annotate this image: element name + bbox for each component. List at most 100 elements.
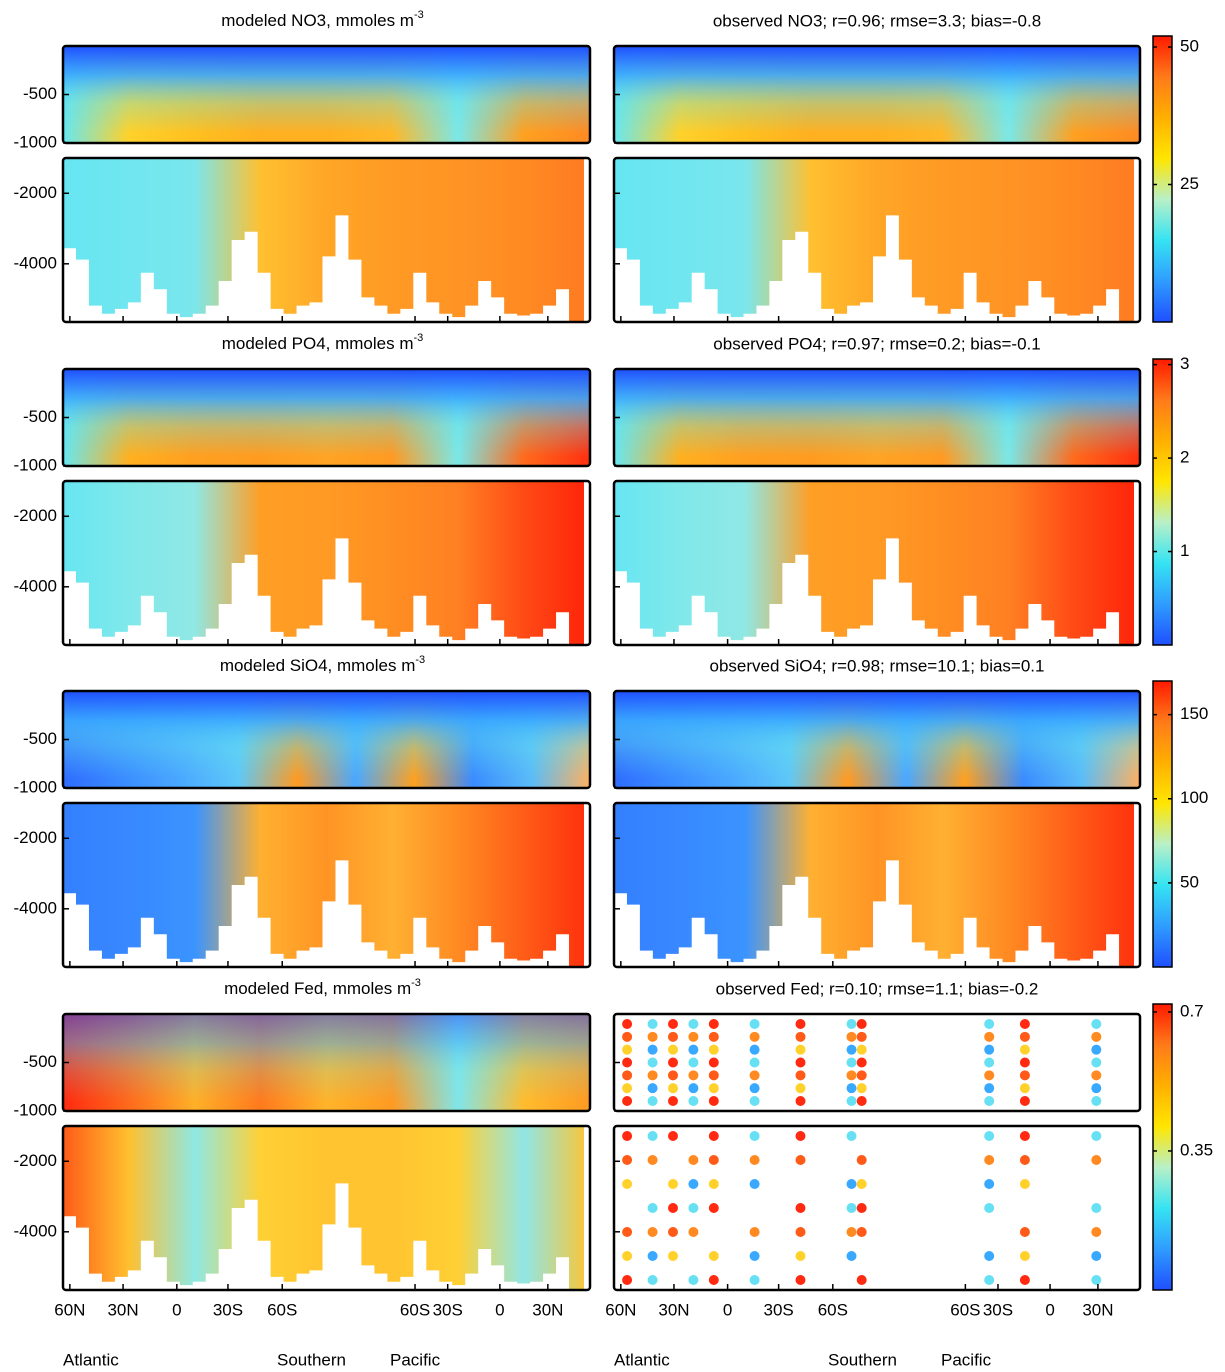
colorbar [1152, 35, 1173, 323]
observation-dot [688, 1019, 699, 1029]
observation-dot [668, 1179, 678, 1189]
observation-dot [688, 1203, 699, 1213]
observation-dot [1091, 1275, 1102, 1285]
seafloor [614, 860, 1140, 967]
observation-dot [856, 1155, 867, 1165]
basin-label: Southern [828, 1350, 897, 1369]
panel-title: modeled SiO4, mmoles m-3 [220, 654, 425, 676]
panel-frame [612, 479, 1142, 647]
observation-dot [1091, 1070, 1102, 1081]
observation-dot [1019, 1251, 1030, 1261]
observation-dot [984, 1083, 995, 1094]
seafloor [63, 215, 590, 322]
land [584, 1126, 590, 1290]
title-text: modeled Fed, mmoles m [224, 979, 411, 998]
observation-dot [622, 1057, 633, 1068]
y-tick-label: -2000 [14, 506, 57, 525]
observation-dot [668, 1131, 678, 1141]
observation-dot [795, 1070, 806, 1081]
basin-label: Atlantic [614, 1350, 670, 1369]
observation-dot [622, 1227, 633, 1237]
colorbar-label: 0.35 [1180, 1140, 1213, 1159]
observation-dot [622, 1251, 633, 1261]
observation-dot [856, 1057, 867, 1068]
observation-dot [856, 1083, 867, 1094]
observation-dot [795, 1227, 806, 1237]
observation-dot [622, 1155, 633, 1165]
observation-dot [668, 1227, 678, 1237]
observation-dot [622, 1179, 633, 1189]
observation-dot [795, 1031, 806, 1042]
observation-dot [749, 1227, 760, 1237]
observation-dot [749, 1251, 760, 1261]
surface-layer [63, 46, 590, 134]
panel-title: observed Fed; r=0.10; rmse=1.1; bias=-0.… [716, 979, 1039, 998]
colorbar-label: 2 [1180, 448, 1189, 467]
observation-dot [668, 1044, 678, 1055]
observation-dot [795, 1083, 806, 1094]
x-tick-label: 30N [532, 1300, 563, 1319]
x-tick-label: 30S [213, 1300, 243, 1319]
panel-frame [612, 1124, 1142, 1292]
observation-dot [795, 1275, 806, 1285]
observation-dot [846, 1131, 857, 1141]
observation-dot [1091, 1083, 1102, 1094]
x-tick-label: 30S [764, 1300, 794, 1319]
observation-dot [1019, 1275, 1030, 1285]
observation-dot [1019, 1096, 1030, 1106]
y-tick-label: -500 [23, 84, 57, 103]
observation-dot [846, 1019, 857, 1029]
observation-dot [668, 1083, 678, 1094]
observation-dot [856, 1227, 867, 1237]
title-text: modeled SiO4, mmoles m [220, 656, 416, 675]
surface-layer [614, 369, 1140, 457]
observation-dot [647, 1019, 658, 1029]
observation-dot [708, 1044, 719, 1055]
title-text: modeled NO3, mmoles m [221, 11, 414, 30]
panel-frame [612, 801, 1142, 969]
surface-layer [614, 46, 1140, 134]
seafloor [614, 215, 1140, 322]
colorbar-label: 1 [1180, 541, 1189, 560]
y-tick-label: -500 [23, 729, 57, 748]
seafloor [614, 538, 1140, 645]
observation-dot [668, 1251, 678, 1261]
observation-dot [856, 1179, 867, 1189]
observation-dot [647, 1275, 658, 1285]
observation-dot [647, 1155, 658, 1165]
observation-dot [984, 1251, 995, 1261]
observation-dot [668, 1070, 678, 1081]
observation-dot [795, 1019, 806, 1029]
y-tick-label: -2000 [14, 828, 57, 847]
x-tick-label: 30N [658, 1300, 689, 1319]
observation-dot [846, 1227, 857, 1237]
observation-dot [749, 1155, 760, 1165]
colorbar-label: 3 [1180, 354, 1189, 373]
title-superscript: -3 [415, 654, 425, 666]
observation-dot [749, 1179, 760, 1189]
observation-dot [749, 1070, 760, 1081]
x-tick-label: 30S [433, 1300, 463, 1319]
observation-dot [1091, 1057, 1102, 1068]
observation-dot [856, 1031, 867, 1042]
observation-dot [1091, 1227, 1102, 1237]
observation-dot [708, 1057, 719, 1068]
observation-dot [846, 1203, 857, 1213]
y-tick-label: -4000 [14, 1221, 57, 1240]
surface-layer [63, 369, 590, 457]
x-tick-label: 0 [1045, 1300, 1054, 1319]
observation-dot [795, 1155, 806, 1165]
panel-frame [612, 156, 1142, 324]
surface-layer [63, 1014, 590, 1102]
observation-dot [1091, 1203, 1102, 1213]
observation-dot [708, 1083, 719, 1094]
observation-dot [622, 1096, 633, 1106]
observation-dot [749, 1031, 760, 1042]
observation-dot [795, 1131, 806, 1141]
observation-dot [1019, 1019, 1030, 1029]
observation-dot [856, 1044, 867, 1055]
panel-frame [61, 801, 592, 969]
observation-dot [984, 1096, 995, 1106]
panel-frame [61, 479, 592, 647]
basin-label: Southern [277, 1350, 346, 1369]
